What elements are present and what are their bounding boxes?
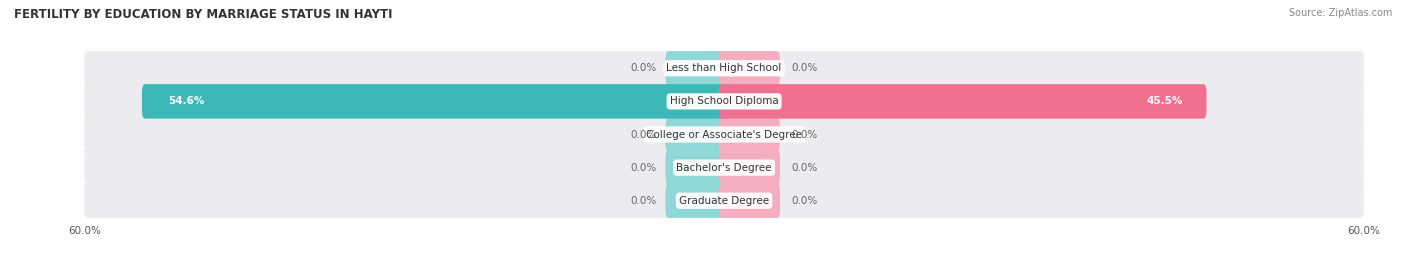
Bar [724, 126, 728, 143]
FancyBboxPatch shape [718, 150, 780, 185]
Text: Less than High School: Less than High School [666, 63, 782, 73]
FancyBboxPatch shape [718, 117, 780, 152]
Text: 0.0%: 0.0% [792, 63, 817, 73]
Text: FERTILITY BY EDUCATION BY MARRIAGE STATUS IN HAYTI: FERTILITY BY EDUCATION BY MARRIAGE STATU… [14, 8, 392, 21]
Text: College or Associate's Degree: College or Associate's Degree [647, 129, 801, 140]
Bar [724, 159, 728, 176]
Bar [720, 93, 724, 110]
FancyBboxPatch shape [718, 84, 1206, 119]
FancyBboxPatch shape [665, 51, 727, 86]
Bar [720, 159, 724, 176]
FancyBboxPatch shape [665, 117, 727, 152]
Bar [724, 59, 728, 77]
FancyBboxPatch shape [84, 183, 1364, 218]
Bar [720, 192, 724, 210]
Text: 0.0%: 0.0% [792, 196, 817, 206]
Text: Source: ZipAtlas.com: Source: ZipAtlas.com [1288, 8, 1392, 18]
Text: 0.0%: 0.0% [792, 162, 817, 173]
Text: 0.0%: 0.0% [631, 63, 657, 73]
Bar [720, 126, 724, 143]
Bar [724, 93, 728, 110]
FancyBboxPatch shape [84, 84, 1364, 119]
Text: 54.6%: 54.6% [169, 96, 205, 107]
Text: 0.0%: 0.0% [631, 162, 657, 173]
FancyBboxPatch shape [84, 150, 1364, 185]
Bar [724, 192, 728, 210]
Text: 0.0%: 0.0% [792, 129, 817, 140]
Text: Bachelor's Degree: Bachelor's Degree [676, 162, 772, 173]
FancyBboxPatch shape [665, 150, 727, 185]
FancyBboxPatch shape [718, 51, 780, 86]
FancyBboxPatch shape [142, 84, 727, 119]
Text: 0.0%: 0.0% [631, 196, 657, 206]
FancyBboxPatch shape [84, 117, 1364, 152]
FancyBboxPatch shape [84, 51, 1364, 86]
Text: High School Diploma: High School Diploma [669, 96, 779, 107]
Text: 45.5%: 45.5% [1146, 96, 1182, 107]
FancyBboxPatch shape [665, 183, 727, 218]
FancyBboxPatch shape [718, 183, 780, 218]
Bar [720, 59, 724, 77]
Text: Graduate Degree: Graduate Degree [679, 196, 769, 206]
Text: 0.0%: 0.0% [631, 129, 657, 140]
